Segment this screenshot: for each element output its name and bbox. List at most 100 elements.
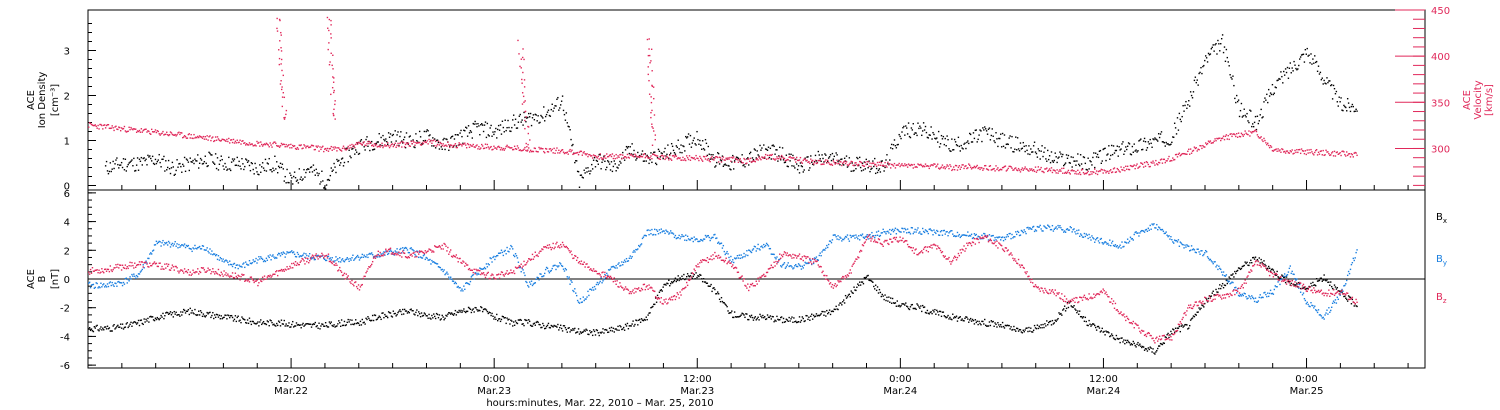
data-point <box>282 323 285 325</box>
data-point <box>554 105 556 107</box>
data-point <box>1185 153 1187 155</box>
data-point <box>688 155 691 157</box>
data-point <box>668 157 670 160</box>
data-point <box>543 275 545 277</box>
data-point <box>276 322 278 325</box>
data-point <box>779 146 781 149</box>
data-point <box>729 168 731 170</box>
data-point <box>1082 316 1085 318</box>
data-point <box>203 249 206 251</box>
data-point <box>840 161 842 163</box>
data-point <box>213 314 216 316</box>
data-point <box>813 160 816 163</box>
spike-point <box>279 40 281 42</box>
data-point <box>494 258 496 261</box>
data-point <box>836 308 838 310</box>
data-point <box>299 178 301 180</box>
data-point <box>770 158 773 160</box>
data-point <box>399 142 401 144</box>
data-point <box>708 160 710 162</box>
data-point <box>656 230 659 233</box>
data-point <box>1121 337 1123 339</box>
data-point <box>245 143 248 145</box>
data-point <box>364 144 366 146</box>
data-point <box>660 289 662 291</box>
data-point <box>370 253 372 255</box>
data-point <box>493 255 495 258</box>
data-point <box>991 128 993 130</box>
data-point <box>1033 324 1036 327</box>
data-point <box>1112 337 1115 339</box>
data-point <box>315 145 317 147</box>
data-point <box>752 160 755 162</box>
spike-point <box>652 86 655 88</box>
data-point <box>714 157 716 159</box>
data-point <box>692 157 694 160</box>
data-point <box>636 157 638 160</box>
data-point <box>604 273 606 276</box>
data-point <box>214 316 217 319</box>
data-point <box>371 144 374 146</box>
data-point <box>465 127 468 129</box>
data-point <box>460 309 462 312</box>
data-point <box>918 306 920 308</box>
data-point <box>129 128 131 131</box>
data-point <box>310 326 313 328</box>
top-ytick-label: 0 <box>64 182 70 193</box>
data-point <box>1199 71 1201 74</box>
data-point <box>585 154 587 156</box>
data-point <box>386 253 389 256</box>
data-point <box>930 164 932 166</box>
data-point <box>1351 153 1354 156</box>
data-point <box>1159 342 1162 345</box>
data-point <box>258 325 260 327</box>
data-point <box>458 287 460 289</box>
data-point <box>347 161 349 163</box>
data-point <box>397 142 399 145</box>
data-point <box>970 168 973 170</box>
data-point <box>589 288 591 291</box>
data-point <box>1272 150 1275 152</box>
data-point <box>281 323 284 325</box>
data-point <box>722 165 725 168</box>
data-point <box>675 145 678 147</box>
data-point <box>1121 143 1123 145</box>
data-point <box>824 311 826 313</box>
data-point <box>956 169 959 171</box>
data-point <box>690 146 693 148</box>
data-point <box>599 153 601 155</box>
data-point <box>843 160 846 162</box>
data-point <box>886 166 888 168</box>
data-point <box>382 252 384 255</box>
data-point <box>434 315 436 318</box>
data-point <box>1212 290 1214 292</box>
data-point <box>1014 329 1016 331</box>
data-point <box>165 133 167 136</box>
data-point <box>564 327 567 329</box>
spike-point <box>278 63 281 66</box>
data-point <box>1333 284 1336 286</box>
data-point <box>613 160 615 162</box>
data-point <box>1029 330 1031 332</box>
data-point <box>1107 153 1109 155</box>
data-point <box>505 145 507 148</box>
data-point <box>591 289 593 291</box>
data-point <box>309 146 312 148</box>
bottom-ytick-label: -2 <box>60 304 70 315</box>
data-point <box>1047 324 1049 326</box>
bottom-ytick-label: 6 <box>64 189 70 200</box>
data-point <box>966 316 968 319</box>
data-point <box>592 159 595 161</box>
spike-point <box>280 47 282 49</box>
data-point <box>479 267 481 269</box>
data-point <box>1254 129 1257 131</box>
data-point <box>1190 94 1193 97</box>
data-point <box>585 328 587 330</box>
data-point <box>574 152 576 155</box>
data-point <box>247 322 250 325</box>
data-point <box>1161 343 1164 346</box>
data-point <box>422 254 425 257</box>
data-point <box>915 165 917 168</box>
data-point <box>974 319 977 321</box>
data-point <box>557 266 559 268</box>
